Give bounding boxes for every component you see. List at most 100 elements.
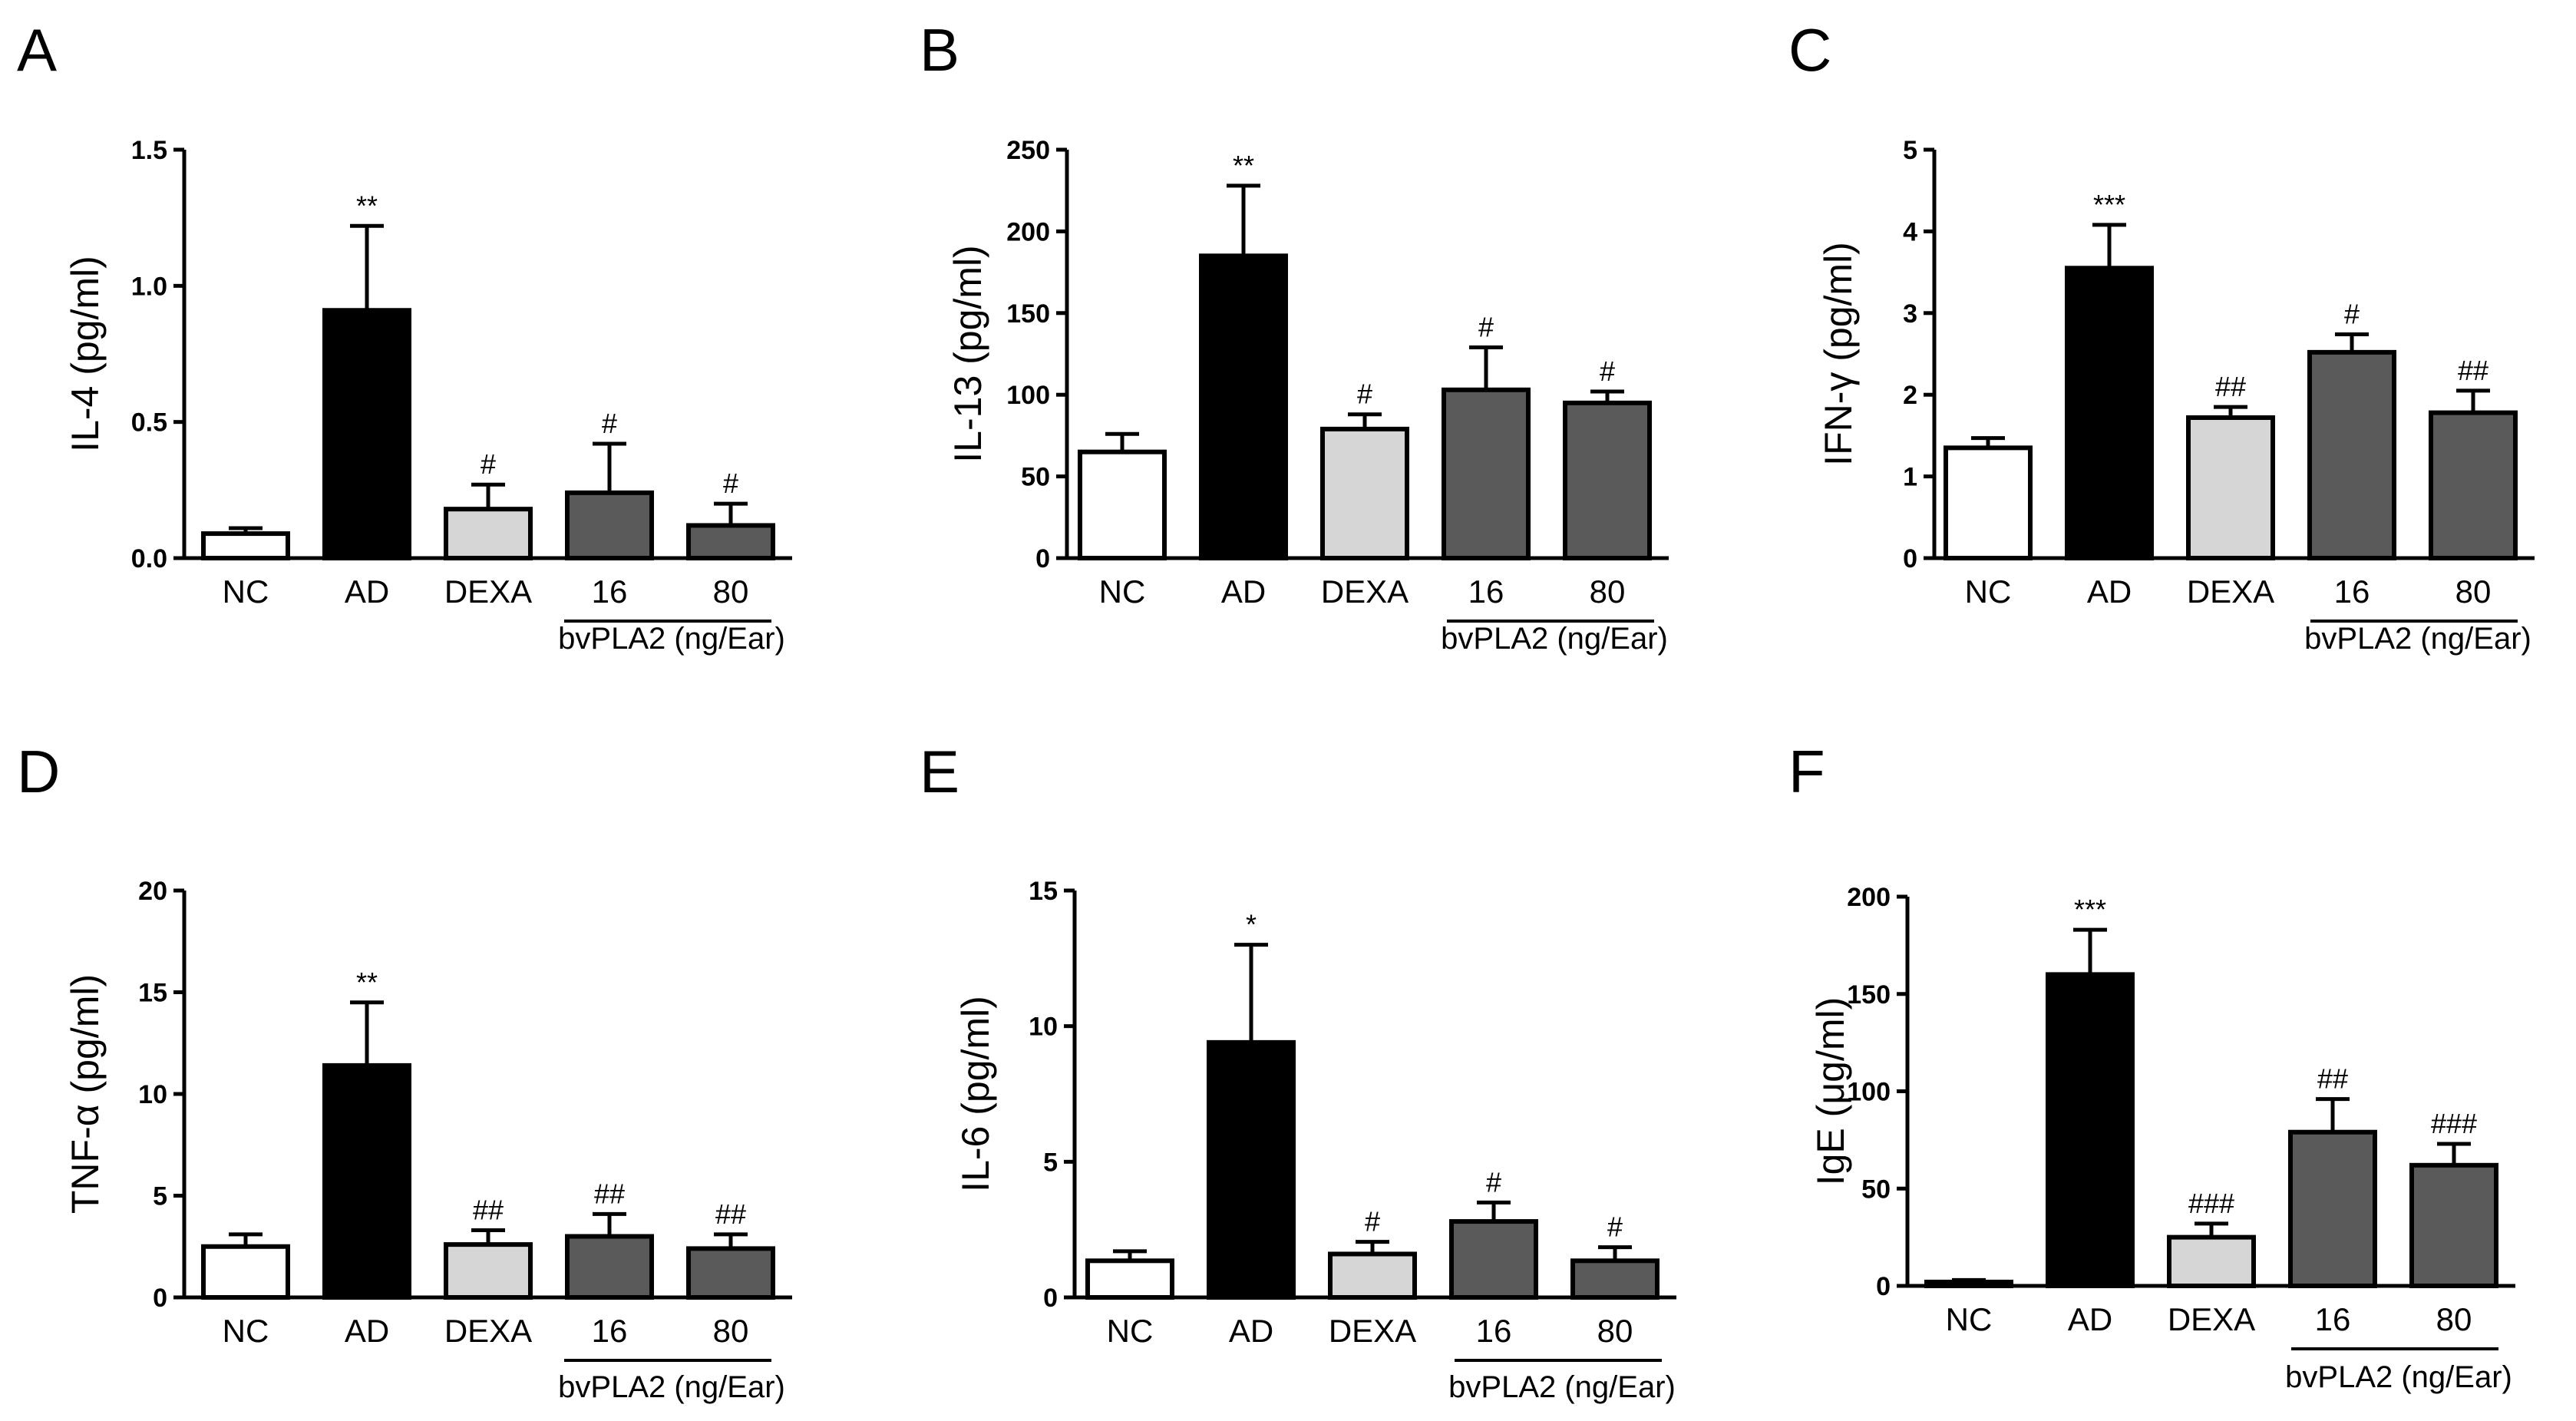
panel-e: E IL-6 (pg/ml) 0 5 10 15 NC * AD # DEXA #16 #80 bvPLA…: [920, 738, 1676, 1404]
x-tick-label: NC: [223, 573, 269, 610]
y-tick-label: 150: [1006, 299, 1050, 329]
x-tick-label: DEXA: [444, 1313, 532, 1349]
bar-nc: [1078, 449, 1167, 560]
x-tick-label: 80: [2455, 573, 2492, 610]
bar-ad: [2065, 266, 2154, 560]
group-label: bvPLA2 (ng/Ear): [558, 622, 785, 656]
significance-label: ##: [2215, 371, 2246, 402]
bar-dexa: [1328, 1251, 1417, 1300]
y-axis-label: IL-13 (pg/ml): [946, 245, 989, 462]
significance-label: *: [1246, 909, 1257, 940]
x-tick-label: AD: [2068, 1301, 2112, 1337]
y-tick-label: 15: [138, 979, 167, 1008]
y-tick-label: 0: [153, 1284, 167, 1313]
x-tick-label: 80: [2436, 1301, 2472, 1337]
significance-label: ##: [473, 1195, 504, 1226]
x-tick-label: 16: [2315, 1301, 2351, 1337]
bar-80: [1563, 400, 1652, 561]
x-tick-label: AD: [2087, 573, 2132, 610]
y-axis-label: TNF-α (pg/ml): [64, 974, 107, 1214]
y-tick-label: 10: [138, 1080, 167, 1109]
significance-label: #: [1365, 1206, 1380, 1238]
y-tick-label: 50: [1021, 463, 1050, 492]
significance-label: #: [1607, 1211, 1623, 1243]
bar-ad: [322, 308, 411, 560]
significance-label: #: [2344, 298, 2360, 329]
bar-dexa: [2186, 415, 2275, 560]
significance-label: #: [723, 468, 738, 499]
x-tick-label: DEXA: [2168, 1301, 2255, 1337]
y-tick-label: 100: [1847, 1078, 1891, 1107]
bar-16: [1442, 387, 1531, 561]
bar-16: [1449, 1219, 1538, 1300]
y-tick-label: 5: [153, 1182, 167, 1211]
x-tick-label: DEXA: [1329, 1313, 1416, 1349]
significance-label: **: [356, 967, 378, 998]
bar-nc: [201, 1244, 290, 1300]
y-tick-label: 5: [1903, 136, 1917, 165]
y-tick-label: 0: [1876, 1272, 1891, 1301]
x-tick-label: DEXA: [444, 573, 532, 610]
x-tick-label: NC: [1946, 1301, 1993, 1337]
group-label: bvPLA2 (ng/Ear): [2285, 1360, 2512, 1394]
significance-label: #: [1600, 355, 1615, 387]
bar-16: [565, 490, 654, 561]
panel-letter: D: [17, 738, 60, 805]
x-tick-label: 16: [2334, 573, 2370, 610]
group-label: bvPLA2 (ng/Ear): [2304, 622, 2531, 656]
x-tick-label: NC: [1107, 1313, 1154, 1349]
y-tick-label: 250: [1006, 136, 1050, 165]
significance-label: #: [1478, 311, 1494, 342]
x-tick-label: AD: [345, 573, 389, 610]
x-tick-label: 80: [1597, 1313, 1633, 1349]
bar-16: [2288, 1129, 2377, 1288]
significance-label: #: [1357, 378, 1372, 410]
bar-16: [2307, 349, 2396, 560]
x-tick-label: 80: [1590, 573, 1626, 610]
significance-label: ***: [2093, 189, 2125, 220]
y-tick-label: 3: [1903, 299, 1917, 329]
x-tick-label: NC: [1099, 573, 1146, 610]
y-axis-label: IgE (μg/ml): [1809, 997, 1852, 1186]
y-tick-label: 1.0: [131, 272, 167, 301]
bar-nc: [201, 531, 290, 561]
bar-80: [686, 523, 775, 561]
y-tick-label: 0.5: [131, 408, 167, 438]
y-axis-label: IFN-γ (pg/ml): [1817, 242, 1860, 466]
panel-f: F IgE (μg/ml) 0 50 100 150 200 NC *** AD ### DEXA ##…: [1788, 738, 2515, 1394]
y-tick-label: 0.0: [131, 544, 167, 573]
y-axis-label: IL-4 (pg/ml): [64, 256, 107, 452]
significance-label: #: [602, 408, 617, 439]
y-tick-label: 0: [1035, 544, 1050, 573]
bar-dexa: [444, 1242, 533, 1300]
x-tick-label: DEXA: [1321, 573, 1409, 610]
x-tick-label: NC: [223, 1313, 269, 1349]
significance-label: ##: [2317, 1063, 2348, 1095]
y-tick-label: 1.5: [131, 136, 167, 165]
bar-80: [1570, 1258, 1660, 1300]
bar-dexa: [1320, 426, 1409, 560]
y-tick-label: 20: [138, 877, 167, 906]
significance-label: ***: [2074, 894, 2106, 925]
y-tick-label: 50: [1861, 1175, 1891, 1204]
x-tick-label: AD: [345, 1313, 389, 1349]
y-tick-label: 200: [1006, 217, 1050, 246]
y-tick-label: 2: [1903, 381, 1917, 410]
bar-16: [565, 1234, 654, 1300]
panel-c: C IFN-γ (pg/ml) 0 1 2 3 4 5 NC *** AD ## DEXA #16 ## 80…: [1788, 16, 2535, 656]
group-label: bvPLA2 (ng/Ear): [1448, 1370, 1676, 1404]
y-tick-label: 150: [1847, 980, 1891, 1010]
panel-letter: F: [1788, 738, 1825, 805]
bar-ad: [2046, 972, 2135, 1289]
significance-label: #: [481, 448, 496, 480]
y-tick-label: 5: [1043, 1148, 1058, 1177]
x-tick-label: 80: [713, 1313, 749, 1349]
y-tick-label: 200: [1847, 883, 1891, 912]
x-tick-label: 16: [1468, 573, 1504, 610]
bar-dexa: [2167, 1234, 2256, 1288]
significance-label: ##: [715, 1198, 746, 1230]
significance-label: #: [1486, 1166, 1501, 1198]
x-tick-label: DEXA: [2187, 573, 2274, 610]
bar-dexa: [444, 507, 533, 560]
y-tick-label: 0: [1903, 544, 1917, 573]
